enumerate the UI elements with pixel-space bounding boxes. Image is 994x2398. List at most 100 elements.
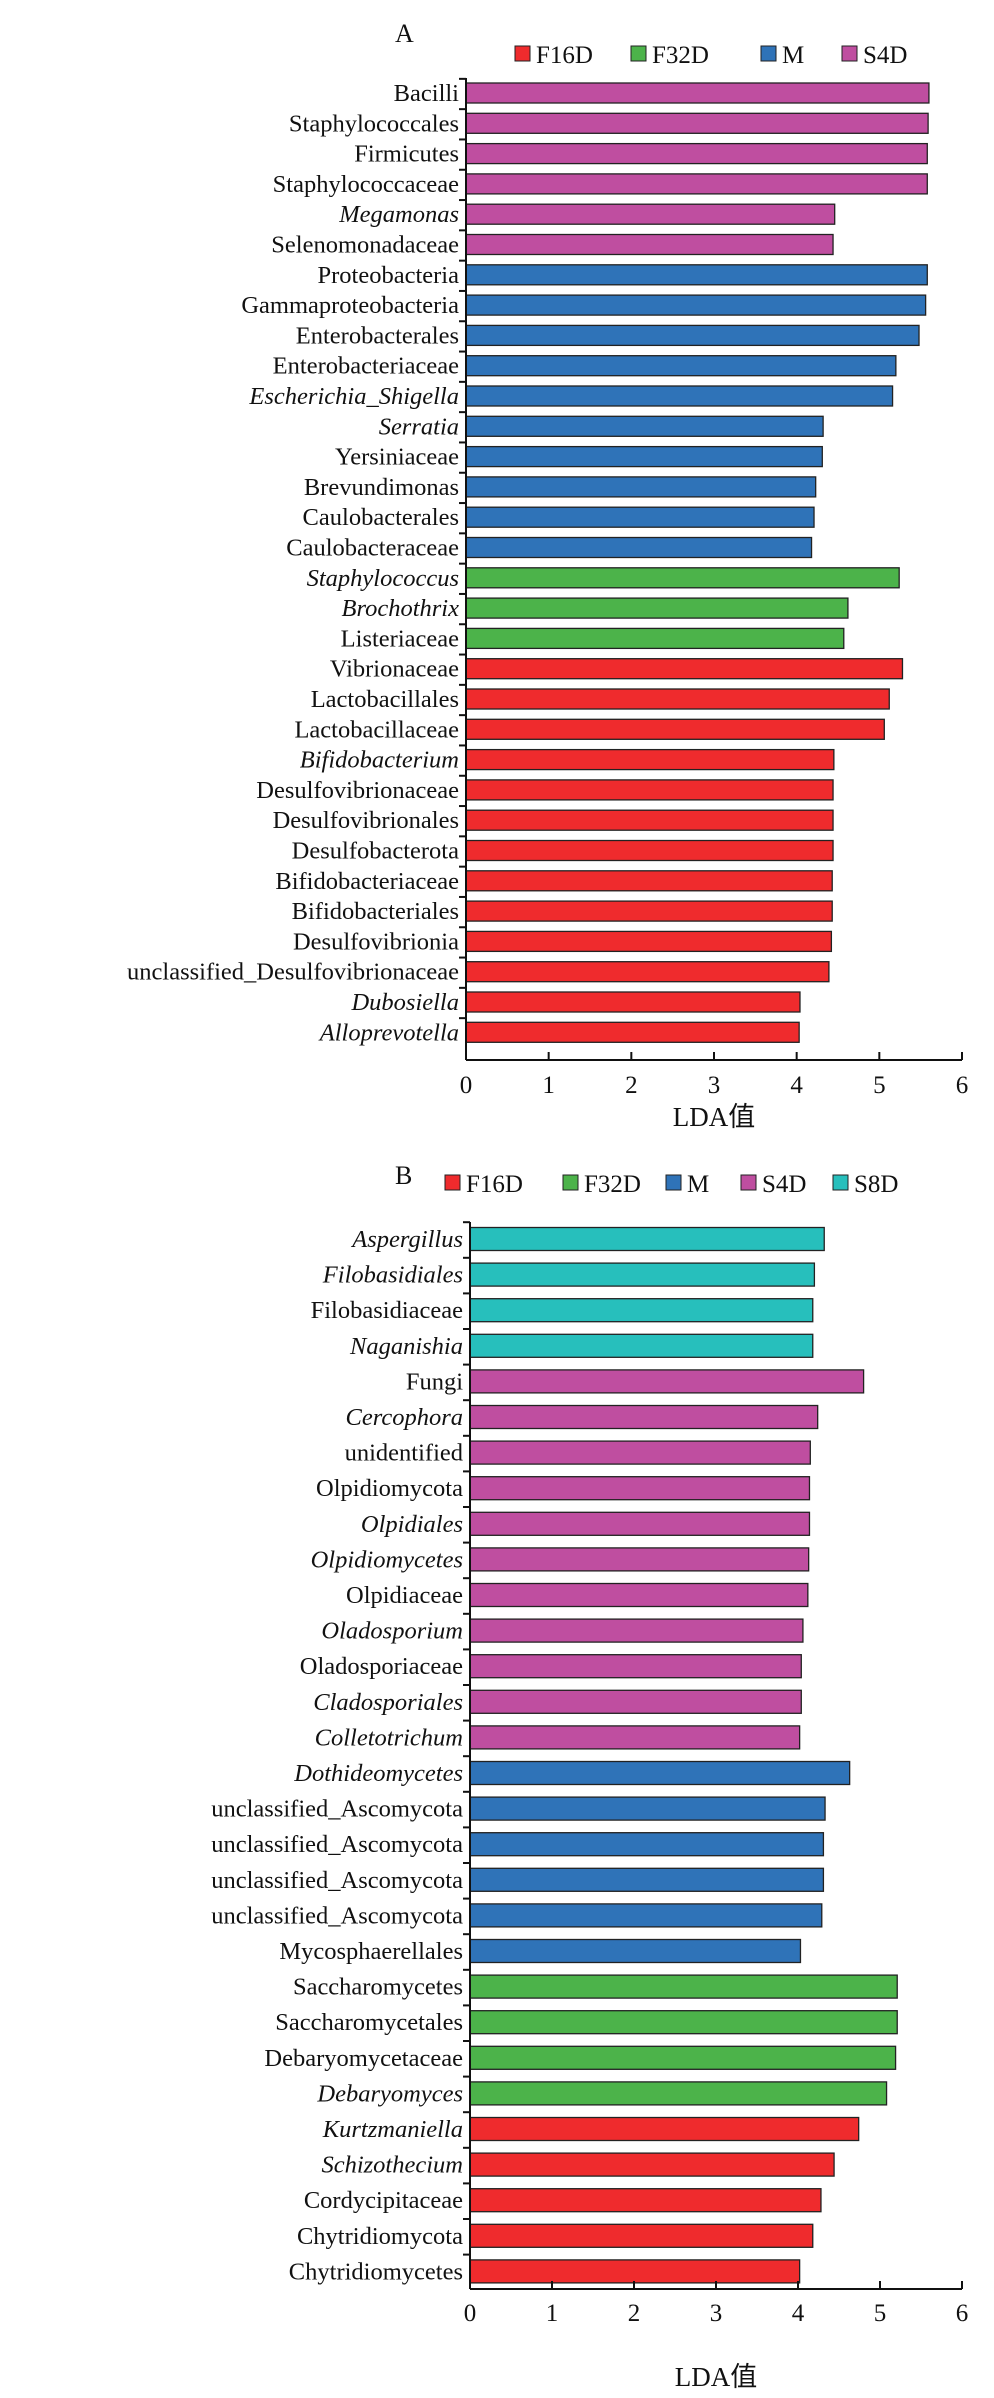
bar: [465, 839, 834, 862]
panel-B: B F16D F32D M S4D S8D Aspergillus Filobasidiale…: [211, 1161, 968, 2392]
category-label: Escherichia_Shigella: [248, 383, 459, 410]
category-label: unclassified_Ascomycota: [211, 1831, 463, 1858]
category-label: unclassified_Ascomycota: [211, 1867, 463, 1894]
category-label: Dothideomycetes: [293, 1760, 463, 1787]
bar: [465, 961, 830, 983]
category-label: Brochothrix: [342, 595, 460, 622]
bar: [469, 2152, 835, 2177]
category-label: Aspergillus: [350, 1226, 463, 1253]
bar: [469, 1618, 804, 1643]
legend-swatch-f32d: [562, 1174, 579, 1191]
category-label: Vibrionaceae: [330, 656, 459, 683]
legend-label-f16d: F16D: [536, 42, 593, 69]
category-label: Naganishia: [349, 1333, 463, 1360]
x-tick-label: 3: [708, 1072, 721, 1099]
category-label: Debaryomycetaceae: [264, 2045, 463, 2072]
x-tick-label: 3: [710, 2300, 723, 2327]
bar: [465, 688, 890, 710]
x-axis-title: LDA值: [673, 1102, 756, 1132]
legend-swatch-s4d: [740, 1174, 757, 1191]
bar: [465, 597, 849, 619]
bar: [465, 536, 813, 559]
bar: [469, 1226, 825, 1252]
category-label: Yersiniaceae: [335, 444, 459, 471]
legend-label-f16d: F16D: [466, 1171, 523, 1198]
bar: [465, 506, 815, 528]
bar: [469, 1582, 809, 1608]
bar: [469, 1974, 898, 1999]
bar: [465, 870, 833, 892]
category-label: Colletotrichum: [315, 1724, 463, 1751]
bar: [469, 1511, 811, 1536]
legend-swatch-s4d: [841, 45, 858, 62]
bar: [469, 1867, 825, 1892]
category-label: Brevundimonas: [304, 474, 459, 501]
category-label: Gammaproteobacteria: [241, 292, 459, 319]
bar: [469, 1298, 814, 1323]
x-tick-label: 4: [790, 1072, 803, 1099]
category-label: Schizothecium: [321, 2152, 463, 2179]
category-label: Listeriaceae: [341, 625, 459, 652]
category-label: Dubosiella: [350, 989, 459, 1016]
bar: [465, 718, 885, 740]
x-tick-label: 2: [628, 2300, 641, 2327]
x-tick-label: 1: [546, 2300, 559, 2327]
bar: [469, 1404, 819, 1430]
category-label: Lactobacillales: [311, 686, 459, 713]
legend-label-f32d: F32D: [584, 1171, 641, 1198]
legend-label-s4d: S4D: [762, 1171, 806, 1198]
category-label: Desulfobacterota: [292, 838, 459, 865]
category-label: Alloprevotella: [318, 1019, 459, 1046]
bar: [465, 112, 929, 134]
bar: [469, 1440, 811, 1465]
legend-label-m: M: [687, 1171, 709, 1198]
x-tick-label: 1: [542, 1072, 555, 1099]
category-label: Filobasidiaceae: [311, 1297, 464, 1324]
bar: [465, 748, 835, 771]
bar: [469, 2259, 801, 2284]
bar: [465, 991, 801, 1013]
bar: [465, 809, 834, 831]
category-label: Enterobacteriaceae: [273, 353, 459, 380]
x-axis-title: LDA值: [675, 2362, 758, 2392]
category-label: Selenomonadaceae: [271, 232, 459, 259]
x-tick-label: 5: [874, 2300, 887, 2327]
bar: [465, 900, 833, 922]
bar: [469, 2081, 888, 2106]
category-label: Caulobacterales: [303, 504, 459, 531]
category-label: Desulfovibrionia: [293, 928, 459, 955]
bar: [469, 2116, 860, 2142]
category-label: Bifidobacteriaceae: [275, 868, 459, 895]
bar: [469, 2010, 898, 2035]
category-label: Proteobacteria: [318, 262, 460, 289]
bar: [469, 1938, 802, 1964]
category-label: Staphylococcales: [289, 110, 459, 137]
panel-label: B: [395, 1161, 412, 1190]
bar: [465, 930, 833, 953]
bar: [469, 1903, 823, 1928]
legend-label-s4d: S4D: [863, 42, 907, 69]
bar: [469, 1547, 810, 1572]
category-label: unclassified_Ascomycota: [211, 1902, 463, 1929]
bar: [465, 233, 834, 256]
category-label: Staphylococcus: [307, 565, 459, 592]
category-label: Oladosporiaceae: [300, 1653, 463, 1680]
category-label: Staphylococcaceae: [273, 171, 459, 198]
category-label: Firmicutes: [354, 141, 459, 168]
legend-swatch-m: [760, 45, 777, 62]
category-label: Fungi: [406, 1368, 463, 1395]
bar: [465, 203, 836, 225]
category-label: Mycosphaerellales: [279, 1938, 463, 1965]
bar: [465, 415, 824, 437]
category-label: Megamonas: [338, 201, 459, 228]
bar: [469, 1333, 814, 1358]
bar: [465, 324, 920, 347]
legend-label-f32d: F32D: [652, 42, 709, 69]
bar: [469, 1832, 825, 1857]
legend-swatch-f16d: [444, 1174, 461, 1191]
bar: [465, 264, 928, 286]
category-label: Filobasidiales: [322, 1262, 463, 1289]
bar: [469, 2045, 897, 2070]
category-label: Bacilli: [394, 80, 460, 107]
